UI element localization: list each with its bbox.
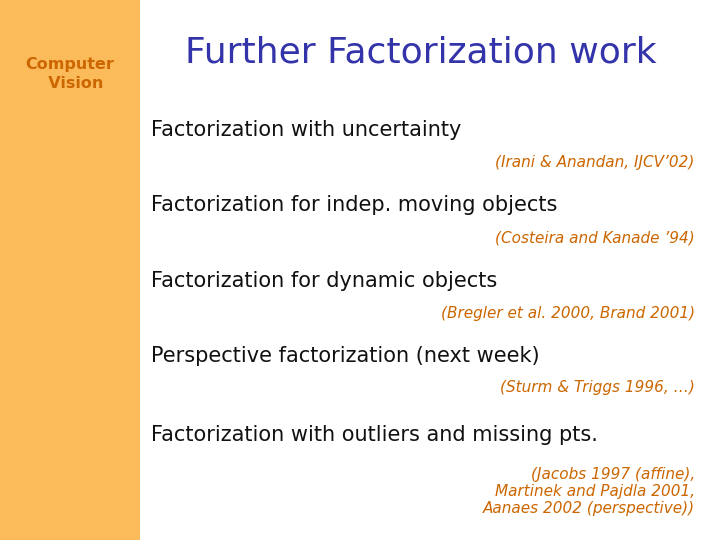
Text: Factorization for indep. moving objects: Factorization for indep. moving objects	[151, 195, 557, 215]
FancyBboxPatch shape	[0, 0, 140, 540]
Text: (Costeira and Kanade ’94): (Costeira and Kanade ’94)	[495, 230, 695, 245]
Text: Further Factorization work: Further Factorization work	[185, 35, 657, 69]
Text: (Sturm & Triggs 1996, …): (Sturm & Triggs 1996, …)	[500, 380, 695, 395]
Text: (Bregler et al. 2000, Brand 2001): (Bregler et al. 2000, Brand 2001)	[441, 306, 695, 321]
Text: Perspective factorization (next week): Perspective factorization (next week)	[151, 346, 540, 367]
Text: Factorization for dynamic objects: Factorization for dynamic objects	[151, 271, 498, 291]
Text: (Irani & Anandan, IJCV’02): (Irani & Anandan, IJCV’02)	[495, 154, 695, 170]
Text: Computer
  Vision: Computer Vision	[25, 57, 114, 91]
Text: Factorization with uncertainty: Factorization with uncertainty	[151, 119, 462, 140]
Text: Factorization with outliers and missing pts.: Factorization with outliers and missing …	[151, 424, 598, 445]
Text: (Jacobs 1997 (affine),
Martinek and Pajdla 2001,
Aanaes 2002 (perspective)): (Jacobs 1997 (affine), Martinek and Pajd…	[482, 467, 695, 516]
